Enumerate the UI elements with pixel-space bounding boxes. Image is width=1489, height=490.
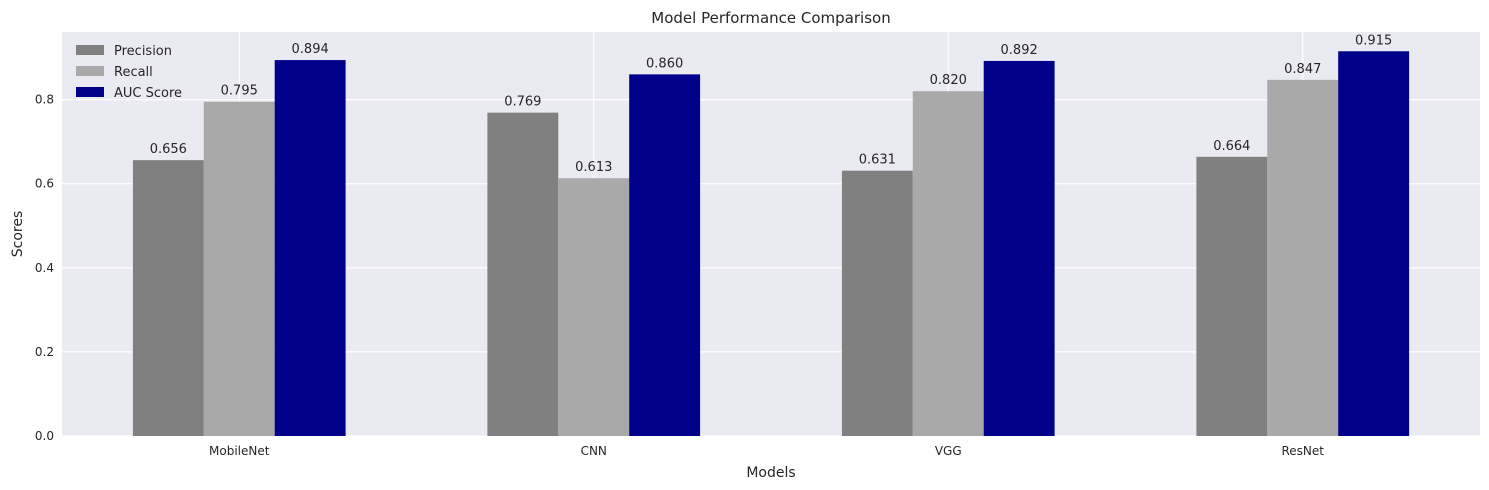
bar-value-label: 0.860 xyxy=(646,56,683,71)
y-tick-label: 0.8 xyxy=(35,93,54,107)
legend: Precision Recall AUC Score xyxy=(76,44,182,101)
bar-value-label: 0.892 xyxy=(1001,43,1038,58)
value-labels: 0.656 0.769 0.631 0.664 0.795 0.613 0.820 0.847… xyxy=(150,33,1393,175)
bar xyxy=(487,112,559,437)
bar xyxy=(983,60,1055,436)
legend-swatch xyxy=(76,45,104,55)
y-tick-label: 0.0 xyxy=(35,429,54,443)
y-tick-label: 0.2 xyxy=(35,345,54,359)
bar xyxy=(1267,79,1339,437)
bar-value-label: 0.894 xyxy=(292,42,329,57)
bar-value-label: 0.769 xyxy=(504,95,541,110)
bar-value-label: 0.631 xyxy=(859,153,896,168)
y-tick-label: 0.6 xyxy=(35,177,54,191)
legend-swatch xyxy=(76,87,104,97)
y-axis-label: Scores xyxy=(10,211,26,258)
x-tick-label: VGG xyxy=(935,444,962,458)
bar xyxy=(132,160,204,436)
bar xyxy=(841,170,913,436)
x-tick-label: MobileNet xyxy=(209,444,270,458)
legend-swatch xyxy=(76,66,104,76)
bar-value-label: 0.847 xyxy=(1284,62,1321,77)
bar-value-label: 0.820 xyxy=(930,73,967,88)
bar-value-label: 0.795 xyxy=(221,84,258,99)
bars xyxy=(132,51,1410,437)
y-axis-ticks: 0.0 0.2 0.4 0.6 0.8 xyxy=(35,93,54,443)
legend-label: AUC Score xyxy=(114,86,182,101)
x-tick-label: CNN xyxy=(581,444,607,458)
x-axis-ticks: MobileNet CNN VGG ResNet xyxy=(209,444,1324,458)
bar xyxy=(558,178,630,436)
x-axis-label: Models xyxy=(746,465,795,481)
bar xyxy=(203,101,275,437)
bar-value-label: 0.664 xyxy=(1213,139,1250,154)
legend-label: Recall xyxy=(114,65,153,80)
bar xyxy=(629,74,701,437)
bar-value-label: 0.613 xyxy=(575,160,612,175)
bar xyxy=(274,60,346,437)
bar xyxy=(1196,156,1268,437)
legend-label: Precision xyxy=(114,44,172,59)
bar-value-label: 0.915 xyxy=(1355,33,1392,48)
x-tick-label: ResNet xyxy=(1282,444,1325,458)
bar xyxy=(912,91,984,437)
chart-title: Model Performance Comparison xyxy=(651,9,890,27)
bar xyxy=(1338,51,1410,436)
bar-value-label: 0.656 xyxy=(150,142,187,157)
y-tick-label: 0.4 xyxy=(35,261,54,275)
